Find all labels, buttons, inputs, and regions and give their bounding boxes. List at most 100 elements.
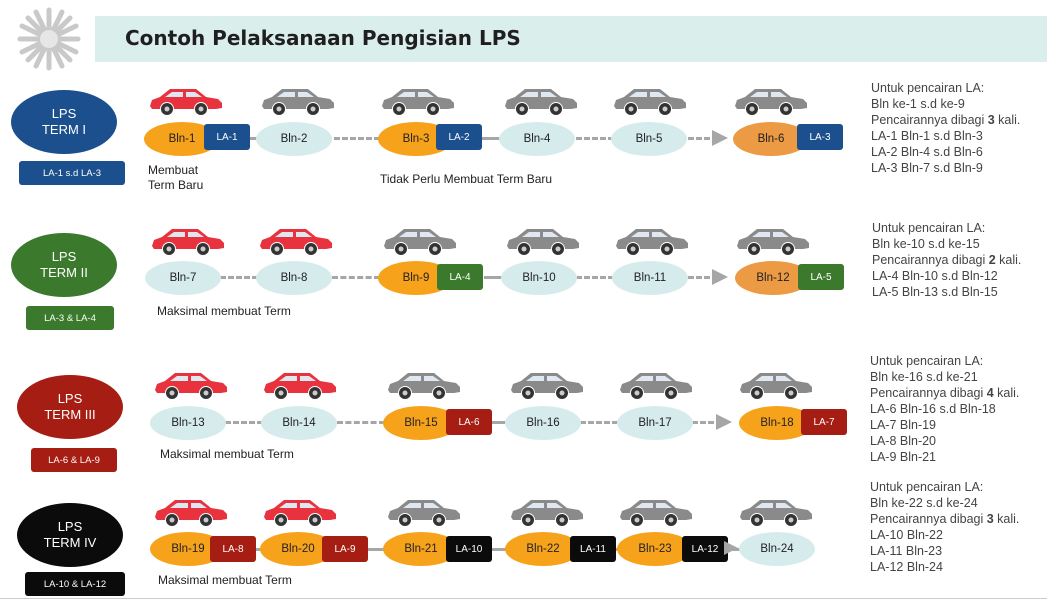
connector <box>337 421 385 424</box>
connector <box>576 137 614 140</box>
connector <box>244 137 260 140</box>
car-grey-icon <box>620 373 692 399</box>
info-line: Pencairannya dibagi 2 kali. <box>872 253 1022 267</box>
car-red-icon <box>152 229 224 255</box>
info-term-2: Untuk pencairan LA: Bln ke-10 s.d ke-15 … <box>872 220 1021 300</box>
info-line: Pencairannya dibagi 3 kali. <box>870 512 1020 526</box>
term-3-badge: LA-6 & LA-9 <box>31 448 117 472</box>
connector <box>484 276 502 279</box>
term-1-label: LPS TERM I <box>41 106 87 137</box>
car-grey-icon <box>735 89 807 115</box>
info-line: LA-3 Bln-7 s.d Bln-9 <box>871 161 983 175</box>
term-4-badge: LA-10 & LA-12 <box>25 572 125 596</box>
la-badge: LA-5 <box>798 264 844 290</box>
car-grey-icon <box>511 373 583 399</box>
info-line: LA-7 Bln-19 <box>870 418 937 432</box>
connector <box>250 548 262 551</box>
info-line: LA-10 Bln-22 <box>870 528 943 542</box>
month-oval: Bln-7 <box>145 261 221 295</box>
car-red-icon <box>155 373 227 399</box>
car-grey-icon <box>614 89 686 115</box>
note-maksimal: Maksimal membuat Term <box>158 573 292 587</box>
la-badge: LA-7 <box>801 409 847 435</box>
info-line: LA-2 Bln-4 s.d Bln-6 <box>871 145 983 159</box>
page-title: Contoh Pelaksanaan Pengisian LPS <box>125 26 521 50</box>
month-oval: Bln-22 <box>505 532 581 566</box>
info-line: Untuk pencairan LA: <box>870 354 984 368</box>
info-line: LA-9 Bln-21 <box>870 450 937 464</box>
la-badge: LA-1 <box>204 124 250 150</box>
month-oval: Bln-24 <box>739 532 815 566</box>
arrowhead <box>724 541 738 555</box>
arrowhead <box>712 130 728 146</box>
car-grey-icon <box>620 500 692 526</box>
car-grey-icon <box>737 229 809 255</box>
info-line: Pencairannya dibagi 3 kali. <box>871 113 1021 127</box>
month-oval: Bln-11 <box>612 261 688 295</box>
connector <box>364 548 384 551</box>
term-2-badge: LA-3 & LA-4 <box>26 306 114 330</box>
car-red-icon <box>150 89 222 115</box>
car-red-icon <box>260 229 332 255</box>
connector <box>692 421 714 424</box>
car-grey-icon <box>388 373 460 399</box>
term-4-oval: LPS TERM IV <box>17 503 123 567</box>
info-line: Bln ke-16 s.d ke-21 <box>870 370 978 384</box>
info-term-3: Untuk pencairan LA: Bln ke-16 s.d ke-21 … <box>870 353 1019 465</box>
info-line: Untuk pencairan LA: <box>870 480 984 494</box>
connector <box>488 548 506 551</box>
info-line: Untuk pencairan LA: <box>872 221 986 235</box>
la-badge: LA-6 <box>446 409 492 435</box>
connector <box>481 137 503 140</box>
logo-icon <box>17 7 81 71</box>
connector <box>332 276 380 279</box>
info-term-1: Untuk pencairan LA: Bln ke-1 s.d ke-9 Pe… <box>871 80 1020 176</box>
info-line: Pencairannya dibagi 4 kali. <box>870 386 1020 400</box>
term-1-badge: LA-1 s.d LA-3 <box>19 161 125 185</box>
term-3-oval: LPS TERM III <box>17 375 123 439</box>
connector <box>225 421 263 424</box>
la-badge: LA-3 <box>797 124 843 150</box>
car-grey-icon <box>384 229 456 255</box>
month-oval: Bln-23 <box>617 532 693 566</box>
month-oval: Bln-17 <box>617 406 693 440</box>
car-grey-icon <box>616 229 688 255</box>
term-1-oval: LPS TERM I <box>11 90 117 154</box>
term-2-label: LPS TERM II <box>40 249 88 280</box>
car-red-icon <box>264 500 336 526</box>
note-maksimal: Maksimal membuat Term <box>157 304 291 318</box>
connector <box>612 548 620 551</box>
car-grey-icon <box>382 89 454 115</box>
connector <box>688 137 710 140</box>
term-3-label: LPS TERM III <box>44 391 96 422</box>
term-4-label: LPS TERM IV <box>43 519 97 550</box>
la-badge: LA-9 <box>322 536 368 562</box>
term-2-oval: LPS TERM II <box>11 233 117 297</box>
la-badge: LA-2 <box>436 124 482 150</box>
note-tidak-perlu: Tidak Perlu Membuat Term Baru <box>380 172 553 186</box>
info-line: Bln ke-22 s.d ke-24 <box>870 496 978 510</box>
info-line: Bln ke-1 s.d ke-9 <box>871 97 965 111</box>
la-badge: LA-11 <box>570 536 616 562</box>
la-badge: LA-8 <box>210 536 256 562</box>
arrowhead <box>712 269 728 285</box>
month-oval: Bln-6 <box>733 122 809 156</box>
car-grey-icon <box>505 89 577 115</box>
car-grey-icon <box>740 500 812 526</box>
info-line: LA-11 Bln-23 <box>870 544 943 558</box>
info-line: LA-6 Bln-16 s.d Bln-18 <box>870 402 996 416</box>
note-membuat-term-baru: Membuat Term Baru <box>148 163 204 192</box>
connector <box>334 137 380 140</box>
divider <box>0 598 1047 599</box>
car-grey-icon <box>511 500 583 526</box>
car-grey-icon <box>740 373 812 399</box>
connector <box>576 276 614 279</box>
info-line: LA-12 Bln-24 <box>870 560 943 574</box>
month-oval: Bln-10 <box>501 261 577 295</box>
month-oval: Bln-14 <box>261 406 337 440</box>
car-grey-icon <box>507 229 579 255</box>
title-bar: Contoh Pelaksanaan Pengisian LPS <box>95 16 1047 62</box>
connector <box>688 276 710 279</box>
la-badge: LA-4 <box>437 264 483 290</box>
month-oval: Bln-4 <box>499 122 575 156</box>
